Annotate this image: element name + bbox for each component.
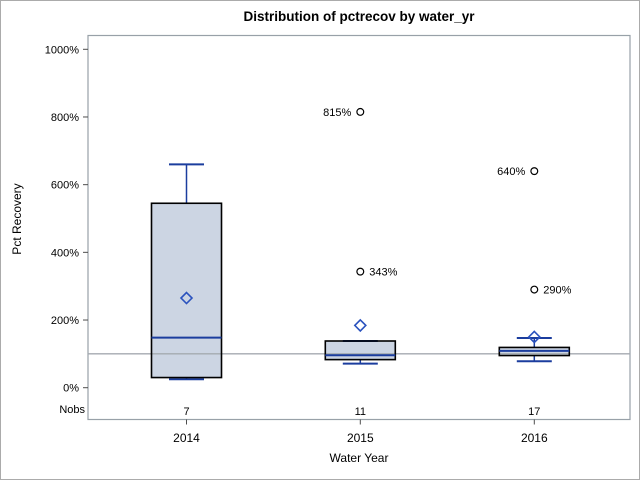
outlier-label: 640% (497, 166, 525, 178)
nobs-value: 11 (355, 406, 366, 418)
outlier-marker (356, 267, 365, 276)
x-tick-label: 2016 (521, 431, 548, 445)
box-outline (150, 202, 223, 379)
plot-area-border (87, 34, 631, 421)
y-tick-label: 600% (51, 180, 79, 192)
mean-diamond-marker (527, 330, 541, 344)
outlier-marker (530, 167, 539, 176)
nobs-value: 7 (183, 406, 189, 418)
y-tick-label: 800% (51, 112, 79, 124)
y-tick-label: 400% (51, 247, 79, 259)
y-tick-label: 200% (51, 315, 79, 327)
box-outline (324, 340, 397, 361)
outlier-marker (356, 107, 365, 116)
outlier-marker (530, 285, 539, 294)
y-tick-label: 1000% (45, 44, 79, 56)
outlier-label: 815% (323, 107, 351, 119)
mean-diamond-marker (353, 318, 367, 333)
mean-diamond-marker (179, 291, 194, 305)
nobs-value: 17 (528, 406, 540, 418)
box-fill (151, 203, 222, 378)
y-tick-label: 0% (63, 383, 79, 395)
x-tick-label: 2014 (173, 431, 200, 445)
box-fill (325, 341, 396, 360)
chart-title: Distribution of pctrecov by water_yr (243, 9, 475, 24)
x-axis-title: Water Year (329, 451, 389, 465)
nobs-row-label: Nobs (59, 404, 85, 416)
x-tick-label: 2015 (347, 431, 374, 445)
outlier-label: 290% (543, 285, 571, 297)
outlier-label: 343% (369, 267, 397, 279)
